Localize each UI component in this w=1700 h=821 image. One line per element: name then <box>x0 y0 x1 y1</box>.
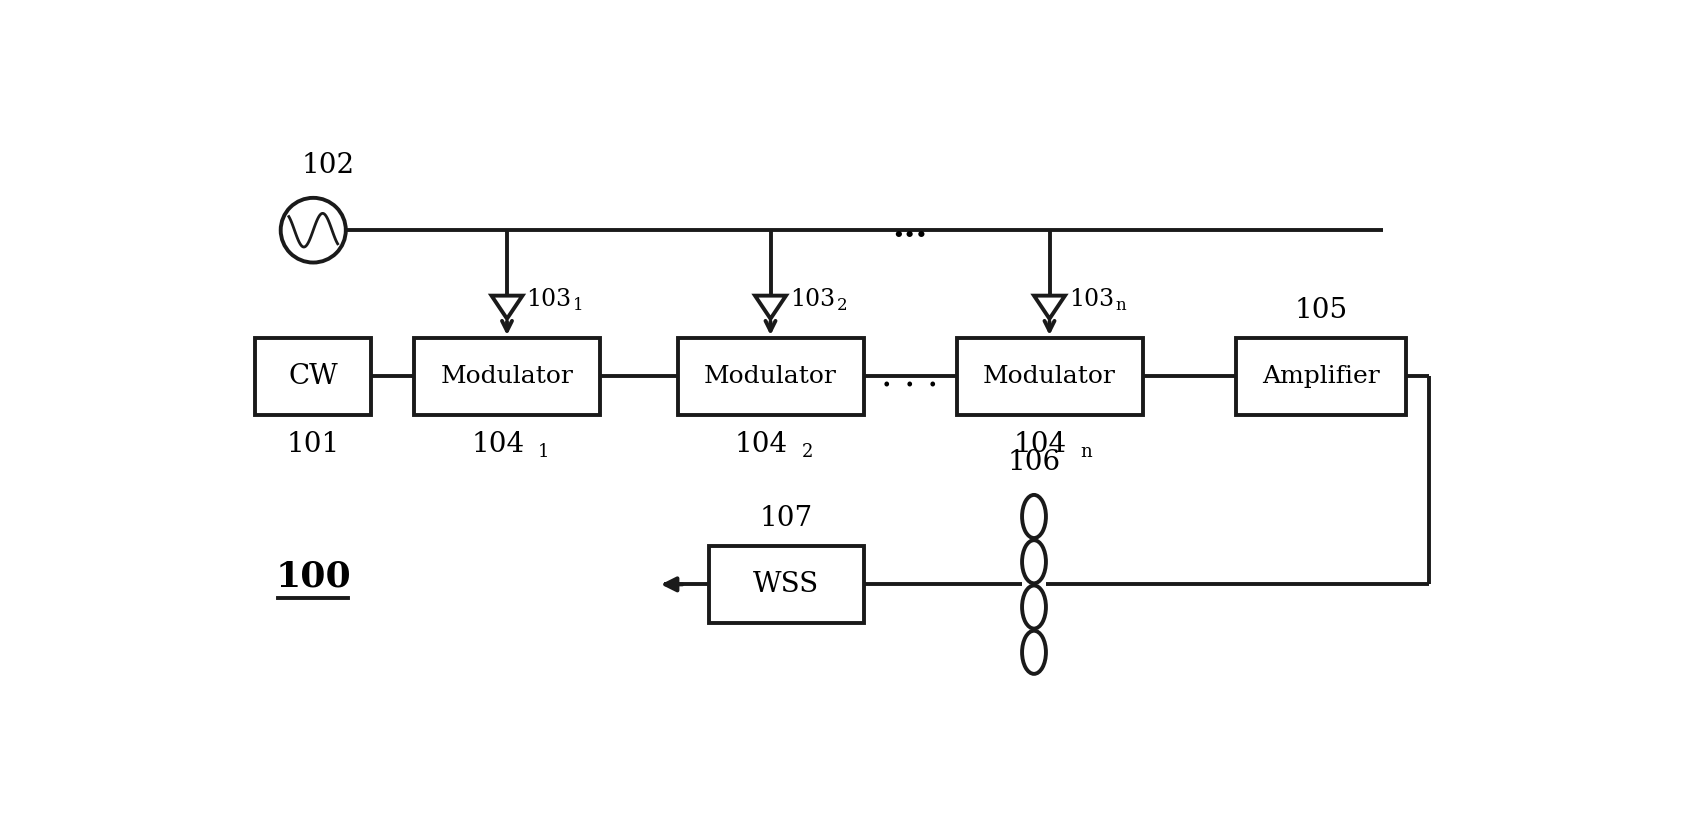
Text: ···: ··· <box>892 220 928 253</box>
Text: n: n <box>1081 443 1091 461</box>
Text: Modulator: Modulator <box>983 365 1115 388</box>
Text: 102: 102 <box>301 152 355 179</box>
Text: 101: 101 <box>287 431 340 458</box>
Text: Amplifier: Amplifier <box>1261 365 1380 388</box>
Text: 100: 100 <box>275 560 352 594</box>
Bar <box>1236 338 1406 415</box>
Text: 1: 1 <box>573 297 583 314</box>
Bar <box>709 546 864 623</box>
Text: Modulator: Modulator <box>440 365 573 388</box>
Text: WSS: WSS <box>753 571 819 598</box>
Text: Modulator: Modulator <box>704 365 836 388</box>
Text: 1: 1 <box>537 443 549 461</box>
Text: CW: CW <box>289 363 338 390</box>
Bar <box>678 338 864 415</box>
Polygon shape <box>1034 296 1064 319</box>
Text: 2: 2 <box>801 443 813 461</box>
Circle shape <box>280 198 345 263</box>
Text: 103: 103 <box>527 288 571 311</box>
Text: 106: 106 <box>1008 448 1061 475</box>
Ellipse shape <box>1022 585 1046 629</box>
Ellipse shape <box>1022 495 1046 538</box>
Text: 2: 2 <box>836 297 847 314</box>
Text: 104: 104 <box>1013 431 1068 458</box>
Text: n: n <box>1115 297 1125 314</box>
Bar <box>255 338 371 415</box>
Text: 104: 104 <box>471 431 524 458</box>
Text: 103: 103 <box>1069 288 1114 311</box>
Ellipse shape <box>1022 540 1046 583</box>
Text: 107: 107 <box>760 505 813 532</box>
Bar <box>957 338 1142 415</box>
Text: 104: 104 <box>734 431 787 458</box>
Text: . . .: . . . <box>881 360 938 393</box>
Polygon shape <box>755 296 785 319</box>
Polygon shape <box>491 296 522 319</box>
Bar <box>415 338 600 415</box>
Ellipse shape <box>1022 631 1046 674</box>
Text: 105: 105 <box>1294 297 1348 324</box>
Text: 103: 103 <box>790 288 835 311</box>
